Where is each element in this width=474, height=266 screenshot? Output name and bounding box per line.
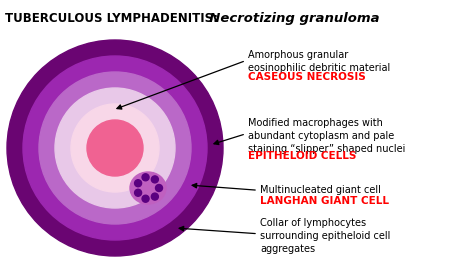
Ellipse shape (130, 172, 166, 204)
Circle shape (142, 195, 149, 202)
Circle shape (151, 193, 158, 200)
Text: Modified macrophages with
abundant cytoplasm and pale
staining “slipper” shaped : Modified macrophages with abundant cytop… (248, 118, 405, 154)
Text: Necrotizing granuloma: Necrotizing granuloma (200, 12, 380, 25)
Circle shape (135, 189, 142, 196)
Text: Collar of lymphocytes
surrounding epitheloid cell
aggregates: Collar of lymphocytes surrounding epithe… (260, 218, 391, 254)
Circle shape (155, 185, 163, 192)
Ellipse shape (7, 40, 223, 256)
Circle shape (135, 180, 142, 187)
Text: EPITHELOID CELLS: EPITHELOID CELLS (248, 151, 356, 161)
Text: LANGHAN GIANT CELL: LANGHAN GIANT CELL (260, 196, 389, 206)
Ellipse shape (87, 120, 143, 176)
Text: Amorphous granular
eosinophilic debritic material: Amorphous granular eosinophilic debritic… (248, 50, 390, 73)
Circle shape (142, 174, 149, 181)
Ellipse shape (23, 56, 207, 240)
Ellipse shape (71, 104, 159, 192)
Ellipse shape (39, 72, 191, 224)
Text: TUBERCULOUS LYMPHADENITIS:: TUBERCULOUS LYMPHADENITIS: (5, 12, 218, 25)
Text: CASEOUS NECROSIS: CASEOUS NECROSIS (248, 72, 366, 82)
Ellipse shape (55, 88, 175, 208)
Circle shape (151, 176, 158, 183)
Text: Multinucleated giant cell: Multinucleated giant cell (260, 185, 381, 195)
